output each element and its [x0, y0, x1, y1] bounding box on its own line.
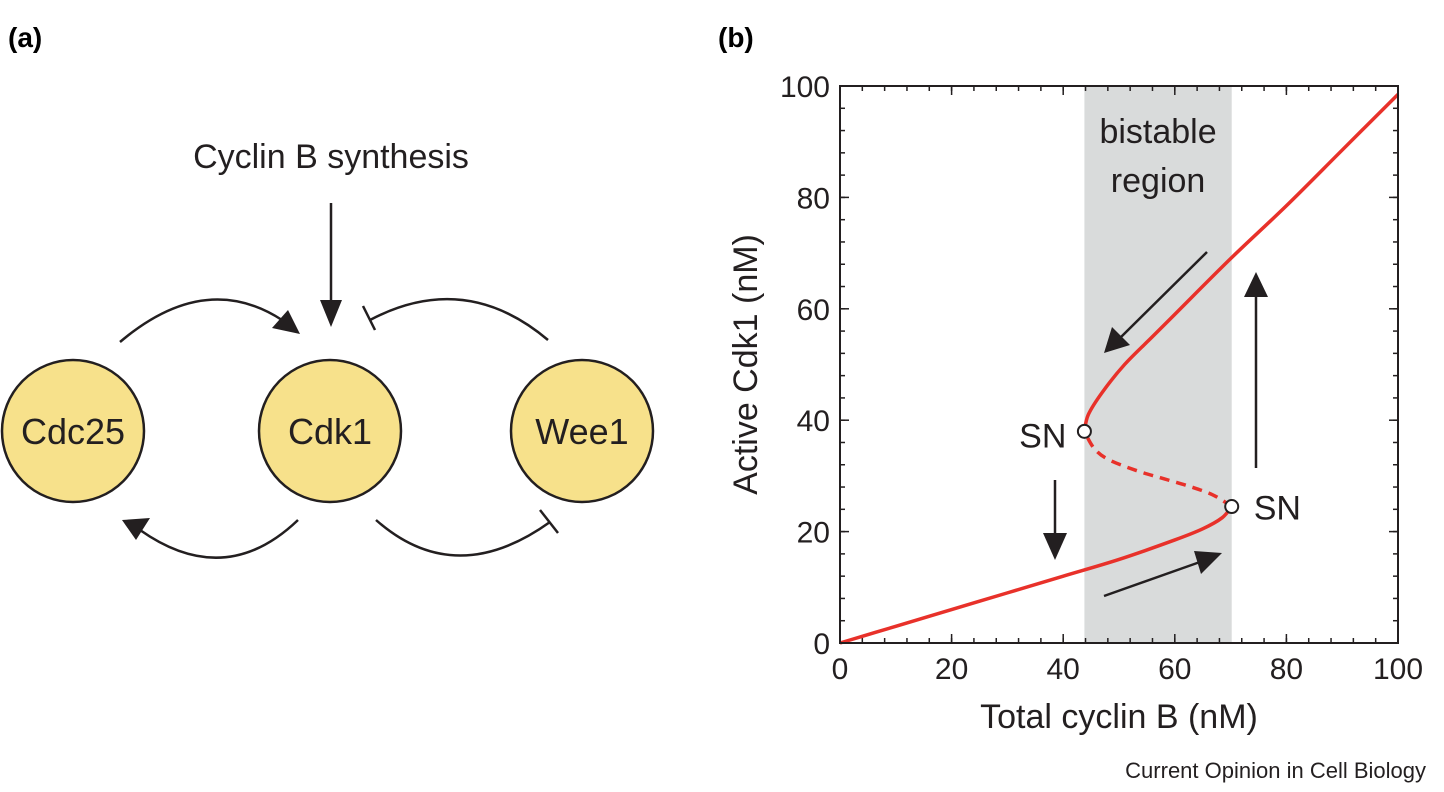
cyclin-b-synthesis-label: Cyclin B synthesis	[193, 138, 469, 176]
y-tick-label: 100	[780, 71, 830, 104]
y-tick-label: 40	[797, 405, 830, 438]
x-tick-label: 100	[1373, 653, 1423, 686]
bistable-region-shade	[1084, 86, 1232, 643]
upward-arrow-jump	[1244, 272, 1268, 468]
synthesis-arrow	[320, 203, 342, 327]
wee1-inhibits-cdk1-arc	[361, 297, 549, 341]
bifurcation-chart: bistable region 0 20 40 60 80 100 0 20 40 60 80 100…	[727, 71, 1423, 736]
x-tick-label: 80	[1270, 653, 1303, 686]
axis-ticks: 0 20 40 60 80 100 0 20 40 60 80 100	[780, 71, 1423, 686]
unstable-branch-line	[1082, 430, 1233, 509]
wee1-label: Wee1	[535, 411, 628, 452]
x-tick-label: 60	[1158, 653, 1191, 686]
stable-branch-line	[839, 505, 1234, 645]
saddle-node-marker	[1224, 499, 1240, 515]
x-axis-label: Total cyclin B (nM)	[980, 698, 1258, 736]
x-tick-label: 0	[832, 653, 849, 686]
cdk1-inhibits-wee1-arc	[375, 509, 559, 557]
series-group	[839, 93, 1400, 645]
cdk1-circle	[257, 358, 403, 504]
plot-frame	[839, 85, 1399, 644]
cdc25-label: Cdc25	[21, 411, 125, 452]
panel-b-label: (b)	[718, 22, 754, 53]
y-tick-label: 0	[813, 628, 830, 661]
journal-credit: Current Opinion in Cell Biology	[1125, 758, 1426, 783]
downward-arrow-upper-branch	[1104, 251, 1208, 353]
bistable-label-line1: bistable	[1099, 113, 1216, 151]
downward-arrow-jump	[1043, 480, 1067, 560]
node-wee1: Wee1	[509, 358, 655, 504]
rightward-arrow-lower-branch	[1103, 551, 1222, 598]
cdc25-activates-cdk1-arrow	[119, 298, 300, 343]
y-axis-label: Active Cdk1 (nM)	[727, 234, 765, 495]
saddle-node-label: SN	[1019, 417, 1066, 455]
cdk1-activates-cdc25-arrow	[122, 518, 299, 559]
cdk1-label: Cdk1	[288, 411, 372, 452]
node-cdk1: Cdk1	[257, 358, 403, 504]
wee1-circle	[509, 358, 655, 504]
x-tick-label: 40	[1047, 653, 1080, 686]
y-tick-label: 20	[797, 517, 830, 550]
y-tick-label: 60	[797, 294, 830, 327]
panel-a-label: (a)	[8, 22, 42, 53]
x-tick-label: 20	[935, 653, 968, 686]
y-tick-label: 80	[797, 182, 830, 215]
cdc25-circle	[0, 358, 146, 504]
saddle-node-label: SN	[1254, 490, 1301, 528]
stable-branch-line	[1082, 93, 1400, 432]
saddle-node-group: SN SN	[1019, 417, 1301, 527]
node-cdc25: Cdc25	[0, 358, 146, 504]
saddle-node-marker	[1076, 423, 1092, 439]
bistable-label-line2: region	[1111, 162, 1206, 200]
